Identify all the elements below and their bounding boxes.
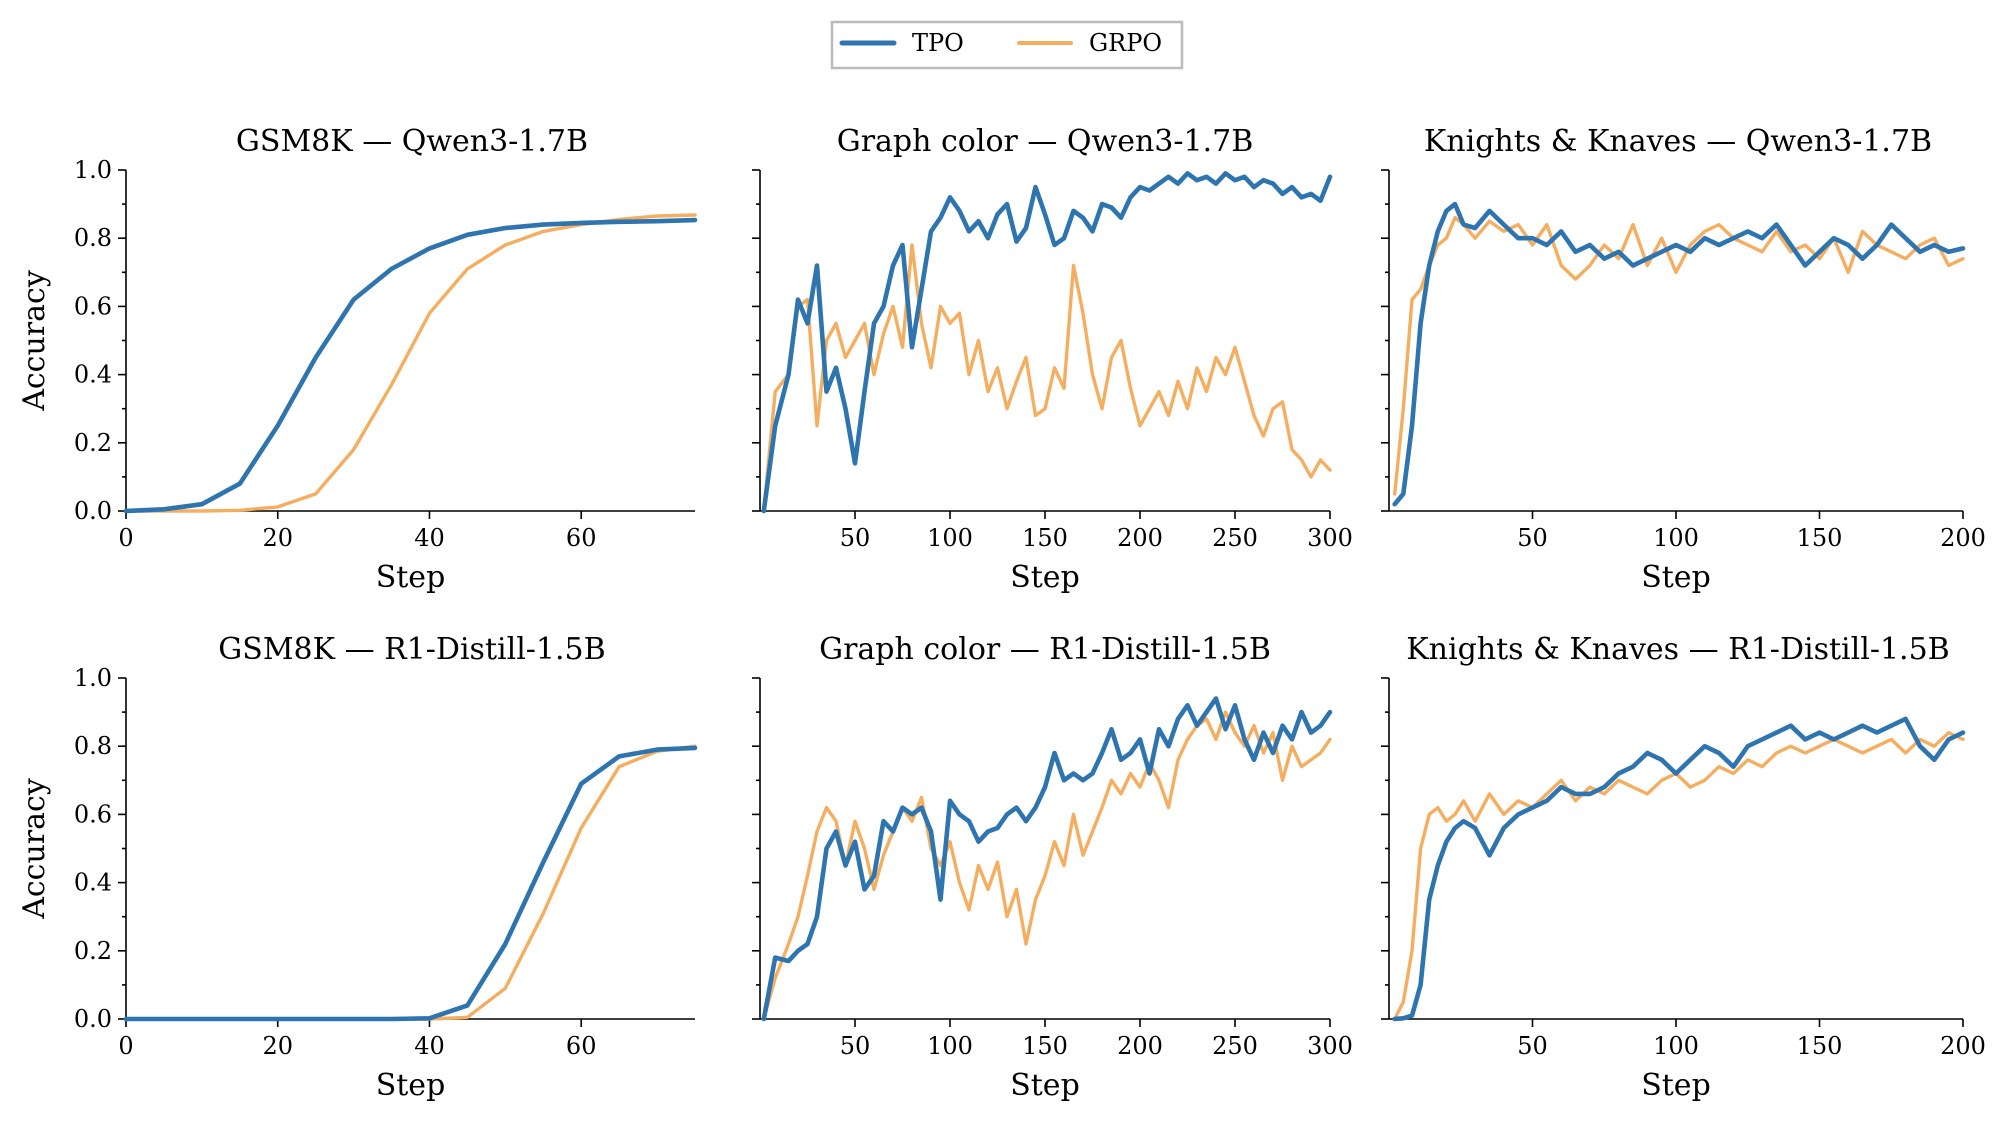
x-tick-label: 60: [566, 524, 597, 552]
chart-panel: Graph color — Qwen3-1.7B 50 100 150 200 250 30…: [752, 124, 1353, 595]
x-tick-label: 150: [1022, 1032, 1068, 1060]
panel-title: Graph color — R1-Distill-1.5B: [819, 632, 1271, 667]
x-axis-label: Step: [1010, 560, 1080, 595]
y-tick-label: 0.2: [74, 937, 112, 965]
y-axis-label: Accuracy: [17, 270, 52, 412]
chart-panel: GSM8K — R1-Distill-1.5B 0.0 0.2 0.4 0.6 0.8 1.…: [17, 632, 698, 1103]
x-axis-label: Step: [376, 1068, 446, 1103]
series-line-tpo: [761, 696, 1333, 1022]
x-tick-label: 150: [1022, 524, 1068, 552]
x-tick-label: 100: [927, 524, 973, 552]
panel-title: Graph color — Qwen3-1.7B: [837, 124, 1254, 159]
x-tick-label: 50: [840, 1032, 871, 1060]
series-line-tpo: [123, 217, 698, 514]
panel-title: Knights & Knaves — Qwen3-1.7B: [1424, 124, 1932, 159]
y-tick-label: 1.0: [74, 664, 112, 692]
x-tick-label: 150: [1797, 524, 1843, 552]
chart-panel: Knights & Knaves — Qwen3-1.7B 50 100 150 200…: [1381, 124, 1986, 595]
legend-label-tpo: TPO: [912, 29, 964, 57]
x-tick-label: 0: [118, 524, 133, 552]
x-tick-label: 200: [1117, 524, 1163, 552]
panels: GSM8K — Qwen3-1.7B 0.0 0.2 0.4 0.6 0.8 1.0 0 20 4…: [17, 124, 1986, 1103]
series-line-grpo: [762, 243, 1332, 513]
x-tick-label: 40: [414, 524, 445, 552]
x-axis-label: Step: [376, 560, 446, 595]
y-tick-label: 1.0: [74, 156, 112, 184]
series-line-grpo: [762, 710, 1332, 1021]
series-line-grpo: [1392, 730, 1965, 1021]
x-tick-label: 50: [1517, 1032, 1548, 1060]
legend: TPO GRPO: [830, 20, 1184, 70]
x-tick-label: 0: [118, 1032, 133, 1060]
chart-panel: Graph color — R1-Distill-1.5B 50 100 150 200…: [752, 632, 1353, 1103]
x-tick-label: 20: [262, 524, 293, 552]
x-tick-label: 300: [1307, 524, 1353, 552]
y-tick-label: 0.8: [74, 224, 112, 252]
x-tick-label: 100: [1653, 524, 1699, 552]
y-tick-label: 0.6: [74, 800, 112, 828]
y-axis-label: Accuracy: [17, 778, 52, 920]
panel-title: GSM8K — Qwen3-1.7B: [236, 124, 588, 159]
x-tick-label: 50: [840, 524, 871, 552]
y-tick-label: 0.2: [74, 429, 112, 457]
x-tick-label: 60: [566, 1032, 597, 1060]
series-line-tpo: [1392, 201, 1966, 507]
x-tick-label: 40: [414, 1032, 445, 1060]
series-line-tpo: [1392, 716, 1966, 1022]
x-tick-label: 200: [1117, 1032, 1163, 1060]
series-line-grpo: [1392, 215, 1965, 496]
series-line-tpo: [123, 745, 698, 1022]
x-tick-label: 200: [1940, 1032, 1986, 1060]
y-tick-label: 0.0: [74, 497, 112, 525]
x-tick-label: 150: [1797, 1032, 1843, 1060]
series-line-tpo: [761, 171, 1333, 514]
y-tick-label: 0.8: [74, 732, 112, 760]
panel-title: GSM8K — R1-Distill-1.5B: [218, 632, 605, 667]
panel-title: Knights & Knaves — R1-Distill-1.5B: [1406, 632, 1949, 667]
x-tick-label: 200: [1940, 524, 1986, 552]
x-tick-label: 50: [1517, 524, 1548, 552]
x-tick-label: 300: [1307, 1032, 1353, 1060]
y-tick-label: 0.6: [74, 292, 112, 320]
x-tick-label: 250: [1212, 1032, 1258, 1060]
x-tick-label: 20: [262, 1032, 293, 1060]
x-tick-label: 100: [1653, 1032, 1699, 1060]
x-axis-label: Step: [1641, 1068, 1711, 1103]
chart-panel: GSM8K — Qwen3-1.7B 0.0 0.2 0.4 0.6 0.8 1.0 0 20 4…: [17, 124, 698, 595]
x-tick-label: 250: [1212, 524, 1258, 552]
x-tick-label: 100: [927, 1032, 973, 1060]
series-line-grpo: [124, 744, 697, 1021]
y-tick-label: 0.0: [74, 1005, 112, 1033]
x-axis-label: Step: [1010, 1068, 1080, 1103]
legend-label-grpo: GRPO: [1089, 29, 1162, 57]
chart-panel: Knights & Knaves — R1-Distill-1.5B 50 100 1…: [1381, 632, 1986, 1103]
y-tick-label: 0.4: [74, 361, 112, 389]
x-axis-label: Step: [1641, 560, 1711, 595]
y-tick-label: 0.4: [74, 869, 112, 897]
